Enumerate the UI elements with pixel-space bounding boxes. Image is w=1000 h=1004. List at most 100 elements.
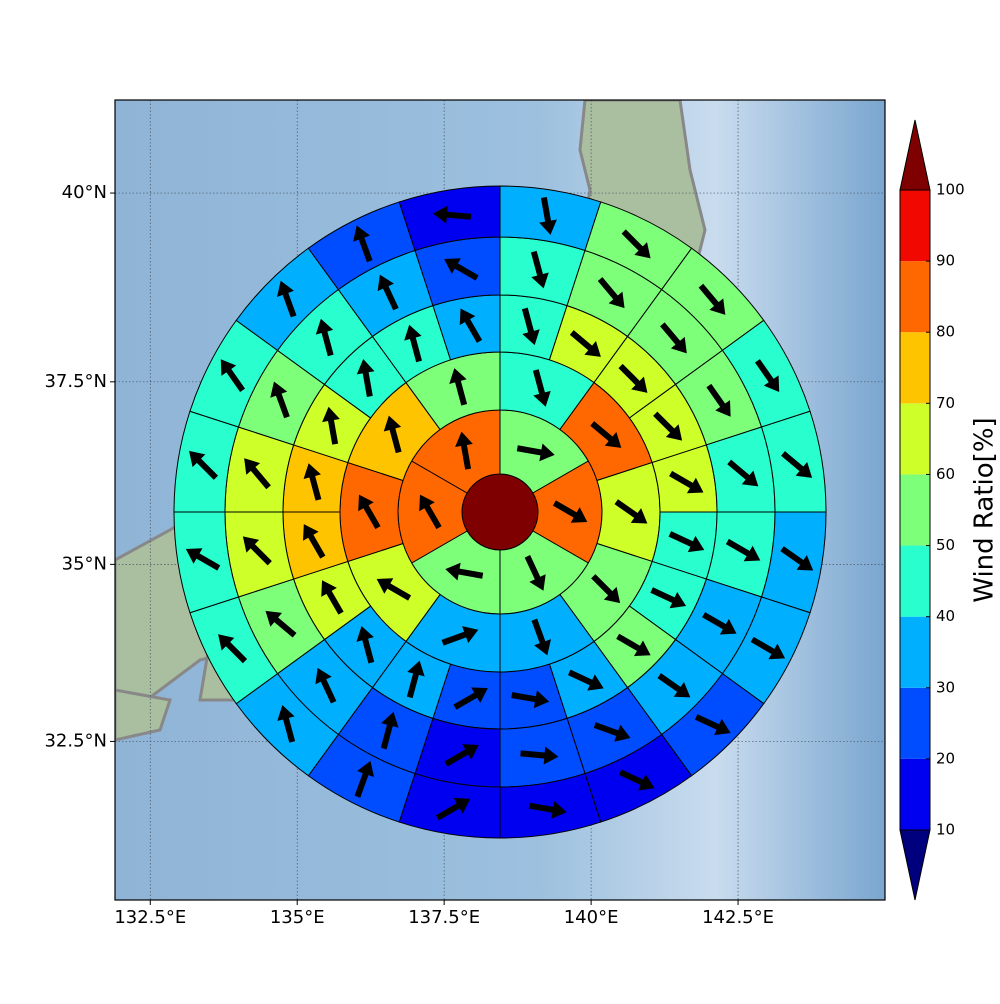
wind-arrow [380,711,399,750]
wind-arrow [614,499,648,524]
wind-arrow [189,450,219,480]
wind-arrow [528,800,567,819]
colorbar-bin [900,190,930,262]
wind-arrow [441,626,479,646]
wind-arrow [530,250,549,289]
colorbar-tick-label: 70 [936,394,955,412]
wind-arrow [445,562,484,581]
colorbar-bin [900,616,930,688]
wind-arrow [303,463,322,501]
x-tick-label: 132.5°E [114,907,186,928]
wind-arrow [277,705,296,743]
colorbar: 10 20 30 40 50 60 70 80 90 100 [899,119,965,901]
wind-arrow [750,636,786,660]
wind-arrow [653,411,683,441]
wind-arrow [694,714,731,736]
wind-arrow [754,359,780,392]
colorbar-tick-label: 100 [936,181,965,199]
wind-arrow [725,538,761,562]
colorbar-bin [900,687,930,759]
x-tick-label: 135°E [270,907,325,928]
wind-arrow [660,322,687,354]
colorbar-tick-label: 80 [936,323,955,341]
wind-arrow [354,760,375,798]
wind-arrow [727,459,759,487]
y-tick-label: 35°N [62,553,107,574]
wind-arrow [404,324,422,363]
colorbar-tick-label: 90 [936,252,955,270]
wind-arrow [220,359,246,393]
colorbar-frame [899,189,931,831]
colorbar-bin [900,474,930,546]
y-tick-label: 40°N [62,182,107,203]
wind-arrow [303,524,326,559]
wind-arrow [781,451,813,478]
colorbar-bin [900,332,930,404]
wind-arrow [702,612,737,635]
axis-ticks: 132.5°E 135°E 137.5°E 140°E 142.5°E 32.5°N 35°… [44,182,774,928]
wind-arrow [455,431,473,470]
wind-arrow [444,258,479,281]
wind-arrow [567,669,604,691]
wind-arrow [218,634,248,664]
wind-arrow [353,225,373,263]
wind-arrow [356,359,375,397]
wind-arrow [242,536,272,566]
wind-arrow [511,690,550,709]
x-tick-label: 137.5°E [408,907,480,928]
colorbar-under [899,829,931,901]
colorbar-over [899,119,931,191]
wind-arrow [419,494,442,530]
wind-arrow [270,381,290,419]
wind-arrow [356,625,375,664]
wind-arrow [265,610,297,638]
wind-arrow [277,280,297,318]
wind-arrow [315,318,334,357]
wind-arrow [618,363,648,393]
colorbar-tick-label: 20 [936,749,955,767]
axes-frame [114,99,886,901]
wind-arrow [698,283,726,315]
colorbar-bin [900,758,930,830]
wind-arrow [322,406,340,445]
wind-arrow [520,746,559,765]
wind-arrow [435,798,471,821]
y-tick-label: 37.5°N [44,371,107,392]
wind-arrow [459,308,483,343]
wind-arrow [383,415,402,454]
wind-arrow [618,769,655,791]
wind-arrow [621,229,651,259]
wind-arrow [668,531,705,553]
colorbar-bin [900,403,930,475]
wind-arrow [616,633,651,657]
wind-arrow [521,307,540,346]
wind-arrow [377,274,399,311]
wind-arrow [516,443,555,462]
colorbar-tick-label: 10 [936,821,955,839]
sector-cell [398,185,501,252]
wind-arrow [590,421,622,448]
wind-arrow [552,500,588,523]
x-tick-label: 142.5°E [702,907,774,928]
wind-arrow [780,546,814,571]
wind-arrow [706,383,731,417]
wind-arrow [444,744,479,767]
wind-arrow [244,458,271,490]
wind-arrow [591,574,621,604]
wind-arrow [657,673,691,698]
colorbar-tick-label: 30 [936,678,955,696]
wind-arrow [321,580,344,615]
wind-arrow [358,494,381,530]
wind-arrow [185,548,221,571]
wind-arrow [539,196,557,235]
wind-arrow [597,277,625,309]
polar-cells [173,185,827,839]
colorbar-tick-label: 60 [936,465,955,483]
wind-arrow [669,470,704,494]
wind-arrow [524,555,546,591]
colorbar-bin [900,261,930,333]
wind-arrow [433,205,472,224]
wind-arrow [315,667,337,704]
colorbar-label: Wind Ratio[%] [970,417,1000,602]
